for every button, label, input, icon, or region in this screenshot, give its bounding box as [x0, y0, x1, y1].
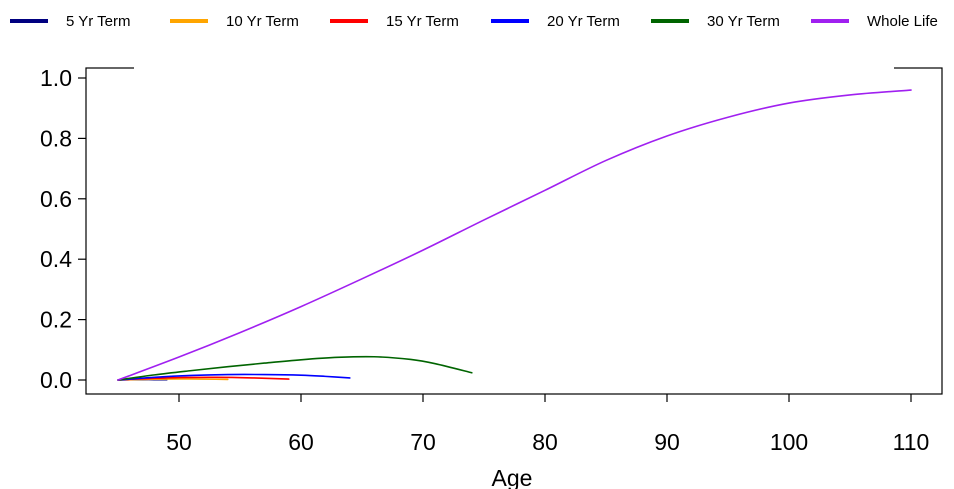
y-tick-label: 0.4: [40, 246, 72, 272]
y-tick-label: 0.2: [40, 307, 72, 333]
x-tick-label: 90: [654, 429, 680, 455]
y-axis: 0.0 0.2 0.4 0.6 0.8 1.0: [40, 65, 86, 393]
legend-item-5-yr-term: 5 Yr Term: [10, 13, 130, 30]
series-lines: [117, 89, 912, 381]
legend-item-20-yr-term: 20 Yr Term: [491, 13, 620, 30]
legend: 5 Yr Term 10 Yr Term 15 Yr Term 20 Yr Term 3…: [10, 13, 938, 30]
x-tick-label: 50: [166, 429, 192, 455]
series-line-whole-life: [117, 89, 912, 381]
legend-item-10-yr-term: 10 Yr Term: [170, 13, 299, 30]
legend-item-whole-life: Whole Life: [811, 13, 938, 30]
x-axis: 50 60 70 80 90 100 110: [166, 394, 929, 455]
series-line-20-yr-term: [117, 373, 351, 381]
x-tick-label: 100: [770, 429, 808, 455]
legend-label: 5 Yr Term: [66, 13, 130, 30]
x-tick-label: 60: [288, 429, 314, 455]
plot-frame: [85, 66, 943, 395]
x-tick-label: 70: [410, 429, 436, 455]
legend-item-15-yr-term: 15 Yr Term: [330, 13, 459, 30]
legend-label: 10 Yr Term: [226, 13, 299, 30]
x-tick-label: 110: [893, 429, 930, 455]
legend-label: Whole Life: [867, 13, 938, 30]
plot-border: [85, 67, 943, 395]
legend-label: 20 Yr Term: [547, 13, 620, 30]
legend-label: 30 Yr Term: [707, 13, 780, 30]
x-axis-label: Age: [492, 465, 533, 489]
legend-gap: [134, 66, 894, 70]
y-tick-label: 0.6: [40, 186, 72, 212]
legend-item-30-yr-term: 30 Yr Term: [651, 13, 780, 30]
y-tick-label: 0.8: [40, 125, 72, 151]
y-tick-label: 0.0: [40, 367, 72, 393]
y-tick-label: 1.0: [40, 65, 72, 91]
series-line-30-yr-term: [117, 355, 473, 381]
x-tick-label: 80: [532, 429, 558, 455]
legend-label: 15 Yr Term: [386, 13, 459, 30]
